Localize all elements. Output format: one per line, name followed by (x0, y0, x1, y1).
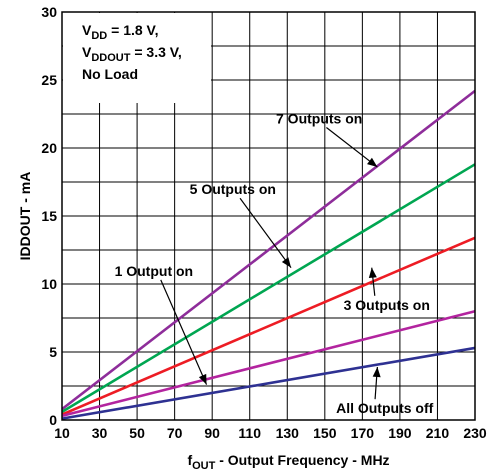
condition-line: VDDOUT = 3.3 V, (82, 44, 182, 64)
x-tick-labels: 10 30 50 70 90 110 130 150 170 190 210 230 (54, 425, 487, 441)
annotation-arrow-head (367, 157, 378, 168)
series-label: 7 Outputs on (276, 111, 362, 127)
y-tick-label: 10 (41, 276, 57, 292)
x-tick-label: 70 (167, 425, 183, 441)
series-label: 1 Output on (115, 263, 194, 279)
series-line (61, 236, 476, 416)
x-tick-label: 190 (388, 425, 412, 441)
y-tick-label: 30 (41, 4, 57, 20)
x-tick-label: 130 (276, 425, 300, 441)
conditions-background (63, 13, 211, 103)
axis-titles: fOUT - Output Frequency - MHz IDDOUT - mA (17, 172, 390, 472)
x-axis-label: fOUT - Output Frequency - MHz (187, 452, 389, 472)
y-tick-label: 20 (41, 140, 57, 156)
x-tick-label: 110 (238, 425, 261, 441)
x-tick-label: 30 (92, 425, 108, 441)
series-label: All Outputs off (336, 400, 434, 416)
x-tick-label: 210 (426, 425, 450, 441)
x-tick-label: 150 (313, 425, 337, 441)
series-lines (61, 89, 476, 420)
x-tick-label: 230 (463, 425, 487, 441)
series-line (61, 309, 476, 418)
annotation-arrow-line (326, 127, 378, 168)
plot-border (61, 11, 476, 421)
annotation-arrow-head (372, 366, 381, 378)
y-tick-labels: 0 5 10 15 20 25 30 (41, 4, 57, 428)
series-line (61, 89, 476, 411)
x-tick-label: 170 (351, 425, 375, 441)
series-line (61, 346, 476, 420)
series-line (61, 163, 476, 413)
annotation-arrow-line (160, 279, 208, 385)
y-axis-label: IDDOUT - mA (17, 172, 33, 261)
series-label: 5 Outputs on (190, 181, 276, 197)
x-tick-label: 90 (204, 425, 220, 441)
y-tick-label: 25 (41, 72, 57, 88)
series-annotations: 7 Outputs on 5 Outputs on 3 Outputs on 1 Ou… (115, 111, 434, 417)
annotation-arrow-head (198, 373, 207, 385)
condition-line: No Load (82, 66, 138, 82)
series-label: 3 Outputs on (344, 297, 430, 313)
y-tick-label: 0 (49, 412, 57, 428)
plot-frame (61, 11, 476, 421)
y-tick-label: 5 (49, 344, 57, 360)
x-tick-label: 50 (129, 425, 145, 441)
test-conditions: VDD = 1.8 V,VDDOUT = 3.3 V, No Load (63, 13, 211, 103)
annotation-arrow-head (368, 267, 377, 279)
x-tick-label: 10 (54, 425, 70, 441)
annotation-arrow-head (281, 257, 292, 268)
annotation-arrow-line (239, 197, 292, 269)
y-tick-label: 15 (41, 208, 57, 224)
condition-line: VDD = 1.8 V, (82, 22, 158, 42)
